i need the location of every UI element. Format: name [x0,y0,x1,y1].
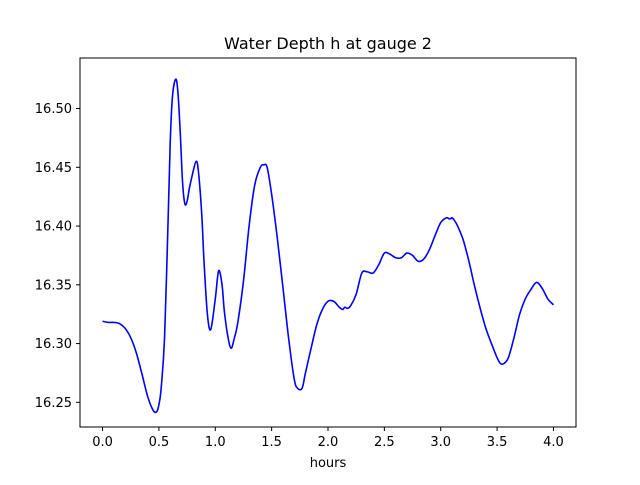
y-tick-label: 16.25 [35,396,72,411]
x-tick-label: 0.0 [92,435,113,450]
x-tick-label: 4.0 [543,435,564,450]
y-tick-label: 16.40 [35,220,72,235]
x-tick-label: 1.5 [261,435,282,450]
x-tick-label: 0.5 [149,435,170,450]
y-tick-label: 16.45 [35,161,72,176]
y-tick-label: 16.50 [35,102,72,117]
plot-frame [79,57,577,428]
x-tick-label: 3.0 [430,435,451,450]
series-line-water-depth [102,78,555,414]
series-layer [102,78,555,414]
x-tick-label: 3.5 [487,435,508,450]
x-axis-label: hours [310,456,347,471]
chart-title: Water Depth h at gauge 2 [224,34,432,53]
x-tick-label: 1.0 [205,435,226,450]
ticks-layer: 0.0 0.5 1.0 1.5 2.0 2.5 3.0 3.5 4.0 16.25 16.30 16.… [35,102,564,450]
x-tick-label: 2.0 [318,435,339,450]
y-tick-label: 16.30 [35,337,72,352]
x-tick-label: 2.5 [374,435,395,450]
y-tick-label: 16.35 [35,278,72,293]
